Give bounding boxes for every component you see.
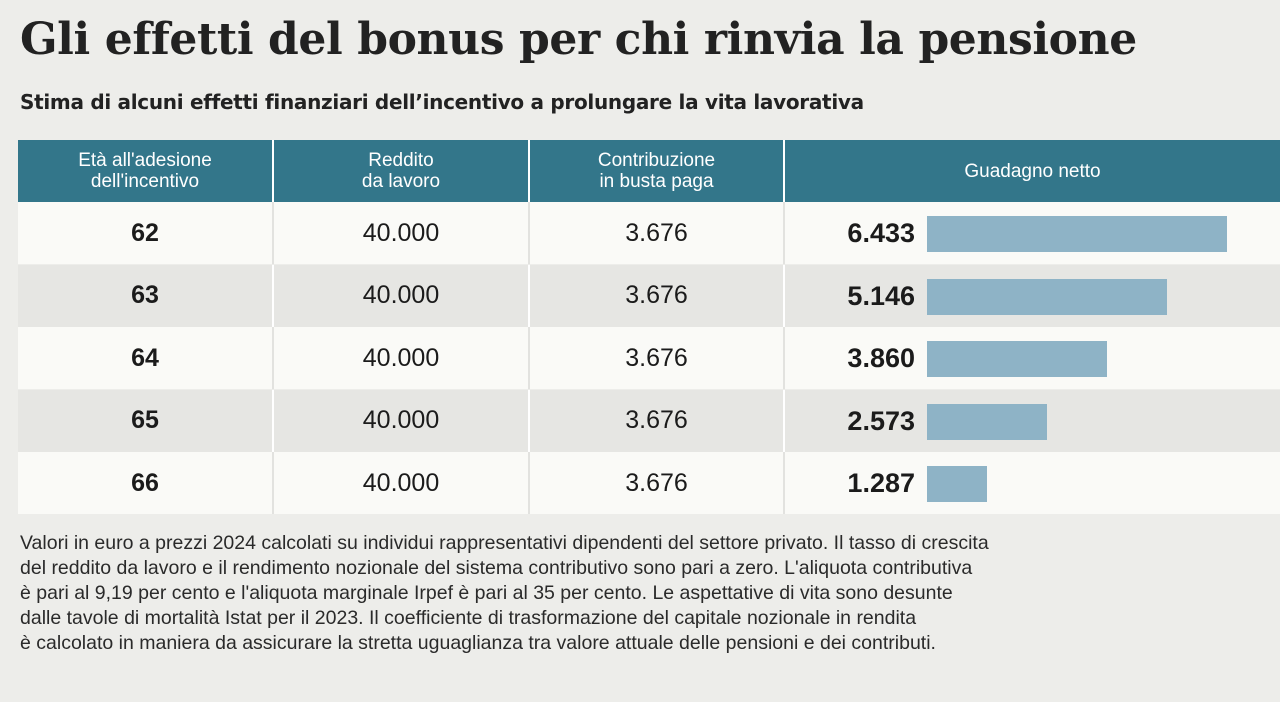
footnote-line: è calcolato in maniera da assicurare la … bbox=[20, 632, 936, 654]
chart-title: Gli effetti del bonus per chi rinvia la … bbox=[20, 14, 1137, 65]
cell-contribuzione: 3.676 bbox=[530, 202, 785, 264]
cell-guadagno: 3.860 bbox=[785, 327, 1280, 389]
table-row: 65 40.000 3.676 2.573 bbox=[18, 389, 1280, 452]
gain-bar bbox=[927, 403, 1047, 440]
gain-value-label: 3.860 bbox=[847, 343, 915, 374]
cell-eta: 62 bbox=[18, 202, 274, 264]
cell-reddito: 40.000 bbox=[274, 327, 530, 390]
gain-bar bbox=[927, 216, 1227, 252]
cell-reddito: 40.000 bbox=[274, 202, 530, 264]
cell-guadagno: 1.287 bbox=[785, 452, 1280, 514]
gain-value-label: 1.287 bbox=[847, 468, 915, 499]
table-row: 63 40.000 3.676 5.146 bbox=[18, 264, 1280, 327]
footnote-line: Valori in euro a prezzi 2024 calcolati s… bbox=[20, 532, 989, 554]
column-header-reddito: Reddito da lavoro bbox=[274, 140, 530, 202]
cell-eta: 66 bbox=[18, 452, 274, 515]
table-row: 62 40.000 3.676 6.433 bbox=[18, 202, 1280, 264]
cell-contribuzione: 3.676 bbox=[530, 327, 785, 390]
column-header-guadagno: Guadagno netto bbox=[785, 140, 1280, 202]
gain-bar bbox=[927, 341, 1107, 378]
gain-bar bbox=[927, 466, 988, 503]
cell-contribuzione: 3.676 bbox=[530, 264, 785, 327]
cell-guadagno: 2.573 bbox=[785, 390, 1280, 452]
gain-value-label: 6.433 bbox=[847, 218, 915, 248]
footnote-line: è pari al 9,19 per cento e l'aliquota ma… bbox=[20, 582, 953, 604]
table-header: Età all'adesione dell'incentivo Reddito … bbox=[18, 140, 1280, 202]
column-header-label: Contribuzione in busta paga bbox=[597, 150, 716, 192]
table-row: 66 40.000 3.676 1.287 bbox=[18, 452, 1280, 515]
table-row: 64 40.000 3.676 3.860 bbox=[18, 327, 1280, 390]
data-table: Età all'adesione dell'incentivo Reddito … bbox=[18, 140, 1280, 515]
chart-subtitle: Stima di alcuni effetti finanziari dell’… bbox=[20, 90, 864, 114]
column-header-label: Età all'adesione dell'incentivo bbox=[78, 150, 212, 192]
column-header-contribuzione: Contribuzione in busta paga bbox=[530, 140, 785, 202]
gain-bar bbox=[927, 278, 1167, 315]
footnote-line: del reddito da lavoro e il rendimento no… bbox=[20, 557, 973, 579]
column-header-label: Reddito da lavoro bbox=[361, 150, 441, 192]
footnote: Valori in euro a prezzi 2024 calcolati s… bbox=[20, 531, 1265, 656]
column-header-eta: Età all'adesione dell'incentivo bbox=[18, 140, 274, 202]
cell-reddito: 40.000 bbox=[274, 264, 530, 327]
cell-reddito: 40.000 bbox=[274, 389, 530, 452]
gain-value-label: 5.146 bbox=[847, 280, 915, 311]
gain-value-label: 2.573 bbox=[847, 405, 915, 436]
cell-eta: 63 bbox=[18, 264, 274, 327]
footnote-line: dalle tavole di mortalità Istat per il 2… bbox=[20, 607, 917, 629]
cell-contribuzione: 3.676 bbox=[530, 389, 785, 452]
cell-eta: 64 bbox=[18, 327, 274, 390]
column-header-label: Guadagno netto bbox=[964, 160, 1101, 182]
cell-reddito: 40.000 bbox=[274, 452, 530, 515]
cell-guadagno: 5.146 bbox=[785, 265, 1280, 327]
cell-eta: 65 bbox=[18, 389, 274, 452]
cell-guadagno: 6.433 bbox=[785, 202, 1280, 264]
cell-contribuzione: 3.676 bbox=[530, 452, 785, 515]
